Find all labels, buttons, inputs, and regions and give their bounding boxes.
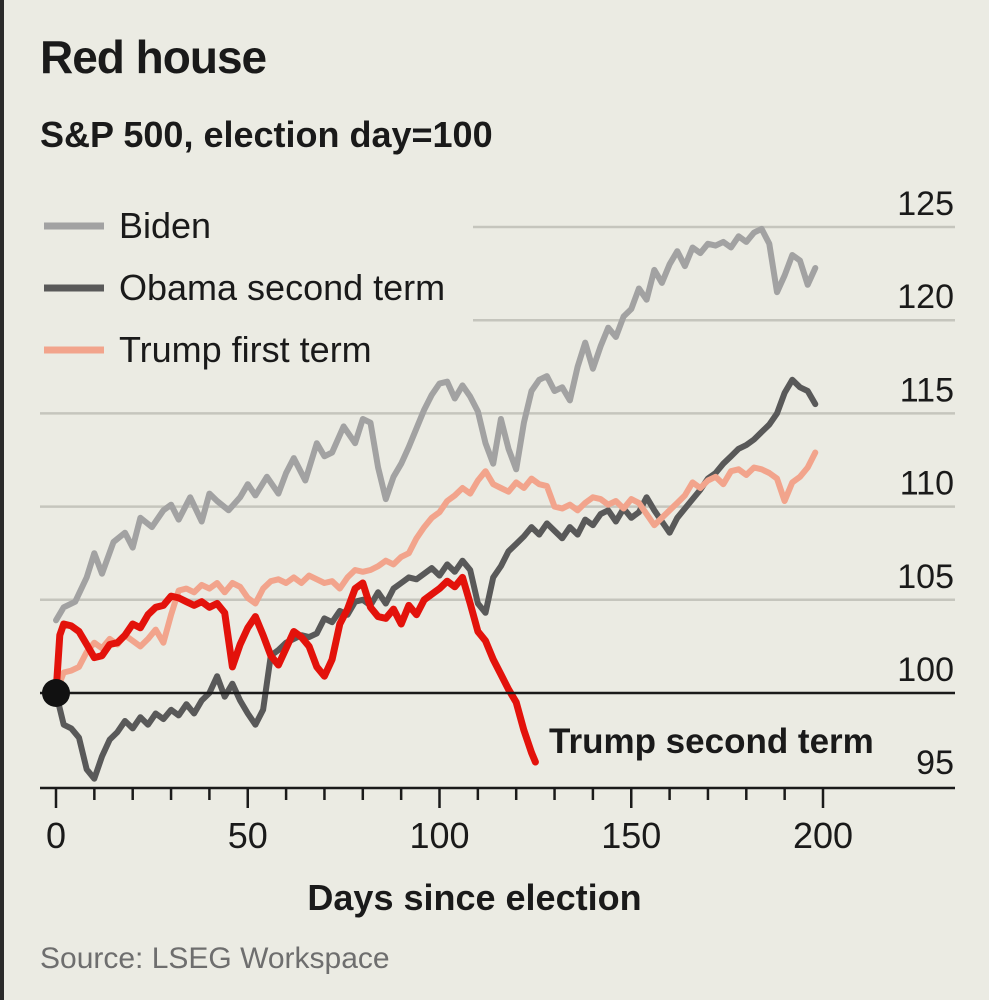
- source-note: Source: LSEG Workspace: [40, 942, 390, 975]
- frame-border: [0, 0, 4, 1000]
- y-tick-label: 105: [897, 558, 954, 596]
- y-tick-label: 100: [897, 651, 954, 689]
- x-axis-label: Days since election: [307, 877, 641, 918]
- legend-label: Biden: [119, 205, 211, 246]
- series-line-obama-second-term: [53, 376, 819, 782]
- series-line-trump-second-term: [52, 573, 539, 766]
- x-axis: 0 50 100 150 200 Days since election: [40, 786, 955, 918]
- annotation-label: Trump second term: [549, 722, 874, 761]
- gridlines: [40, 225, 955, 602]
- x-tick-label: 0: [46, 815, 66, 856]
- series-lines: [40, 225, 955, 782]
- series-line-biden: [53, 225, 819, 624]
- y-tick-label: 125: [897, 185, 954, 223]
- y-tick-labels: 95 100 105 110 115 120 125: [897, 185, 954, 782]
- y-tick-label: 110: [900, 465, 954, 503]
- series-line-trump-first-term: [53, 449, 819, 696]
- chart-subtitle: S&P 500, election day=100: [40, 114, 493, 155]
- election-day-marker: [42, 679, 70, 707]
- x-tick-label: 50: [228, 815, 268, 856]
- chart-title: Red house: [40, 31, 267, 83]
- y-tick-label: 120: [897, 278, 954, 316]
- x-tick-label: 150: [601, 815, 661, 856]
- x-tick-label: 200: [793, 815, 853, 856]
- x-tick-label: 100: [409, 815, 469, 856]
- annotations: Trump second term: [549, 722, 874, 761]
- legend-label: Obama second term: [119, 267, 445, 308]
- legend-label: Trump first term: [119, 329, 372, 370]
- y-tick-label: 95: [916, 744, 954, 782]
- legend: Biden Obama second term Trump first term: [44, 205, 445, 370]
- y-tick-label: 115: [900, 371, 954, 409]
